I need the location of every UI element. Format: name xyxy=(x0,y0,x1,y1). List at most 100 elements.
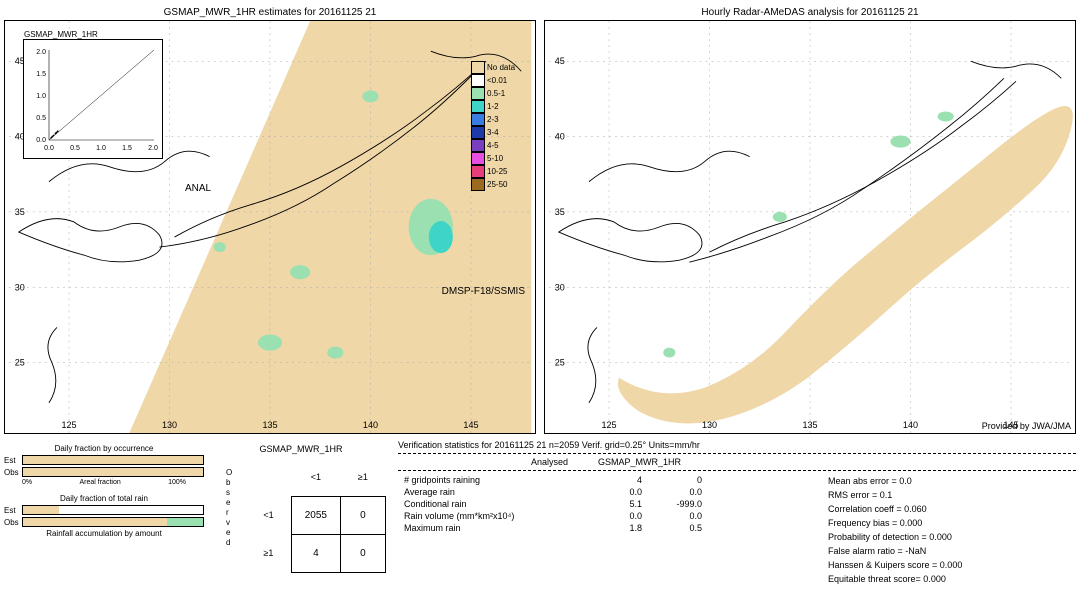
inset-title: GSMAP_MWR_1HR xyxy=(24,30,98,39)
legend-swatch xyxy=(471,100,485,113)
legend-label: 5-10 xyxy=(487,154,503,163)
stats-panel: Verification statistics for 20161125 21 … xyxy=(398,438,1076,588)
legend-label: 1-2 xyxy=(487,102,499,111)
stats-right-list: Mean abs error = 0.0RMS error = 0.1Corre… xyxy=(828,474,962,586)
legend-item: No data xyxy=(471,61,537,74)
obs-label: Obs xyxy=(4,468,22,477)
ctable-title: GSMAP_MWR_1HR xyxy=(216,444,386,454)
rain-title: Daily fraction of total rain xyxy=(4,494,204,503)
legend-swatch xyxy=(471,178,485,191)
stats-metric: Hanssen & Kuipers score = 0.000 xyxy=(828,558,962,572)
label-anal: ANAL xyxy=(185,183,211,194)
stats-subhead: Analysed GSMAP_MWR_1HR xyxy=(398,457,1076,467)
ctable-cell: 0 xyxy=(340,534,385,572)
axis-100: 100% xyxy=(168,479,186,486)
legend-swatch xyxy=(471,165,485,178)
svg-text:145: 145 xyxy=(463,420,478,430)
svg-text:0.0: 0.0 xyxy=(44,145,54,152)
stats-metric: RMS error = 0.1 xyxy=(828,488,962,502)
left-map-title: GSMAP_MWR_1HR estimates for 20161125 21 xyxy=(164,7,377,18)
stats-row: # gridpoints raining 4 0 xyxy=(398,474,708,486)
legend-item: 4-5 xyxy=(471,139,537,152)
svg-text:130: 130 xyxy=(162,420,177,430)
legend-swatch xyxy=(471,126,485,139)
ctable-cell: 0 xyxy=(340,496,385,534)
contingency-panel: GSMAP_MWR_1HR Observed <1≥1<120550≥140 xyxy=(216,438,386,588)
svg-text:2.0: 2.0 xyxy=(148,145,158,152)
svg-text:0.0: 0.0 xyxy=(36,137,46,144)
stats-metric: Equitable threat score= 0.000 xyxy=(828,572,962,586)
svg-text:35: 35 xyxy=(15,207,25,217)
obs-label2: Obs xyxy=(4,518,22,527)
svg-text:35: 35 xyxy=(555,207,565,217)
inset-svg: 2.01.51.00.50.0 0.00.51.01.52.0 xyxy=(24,40,164,160)
left-map-panel: GSMAP_MWR_1HR estimates for 20161125 21 xyxy=(4,20,536,434)
legend-swatch xyxy=(471,139,485,152)
legend-label: 0.5-1 xyxy=(487,89,505,98)
legend-item: 3-4 xyxy=(471,126,537,139)
axis-0: 0% xyxy=(22,479,32,486)
col-model: GSMAP_MWR_1HR xyxy=(598,457,681,467)
top-maps-row: GSMAP_MWR_1HR estimates for 20161125 21 xyxy=(4,4,1076,434)
legend-label: 3-4 xyxy=(487,128,499,137)
svg-text:1.0: 1.0 xyxy=(36,93,46,100)
svg-text:25: 25 xyxy=(15,358,25,368)
color-legend: No data <0.01 0.5-1 1-2 2-3 3-4 4-5 5-10… xyxy=(471,61,537,191)
svg-text:2.0: 2.0 xyxy=(36,49,46,56)
legend-item: 5-10 xyxy=(471,152,537,165)
svg-text:25: 25 xyxy=(555,358,565,368)
stats-metric: Frequency bias = 0.000 xyxy=(828,516,962,530)
stats-metric: Probability of detection = 0.000 xyxy=(828,530,962,544)
occ-title: Daily fraction by occurrence xyxy=(4,444,204,453)
legend-item: <0.01 xyxy=(471,74,537,87)
stats-metric: Correlation coeff = 0.060 xyxy=(828,502,962,516)
stats-row: Conditional rain 5.1 -999.0 xyxy=(398,498,708,510)
svg-text:125: 125 xyxy=(61,420,76,430)
col-analysed: Analysed xyxy=(398,457,598,467)
label-satellite: DMSP-F18/SSMIS xyxy=(442,286,525,297)
stats-row: Average rain 0.0 0.0 xyxy=(398,486,708,498)
right-map-svg: 125130135140145454035302520 xyxy=(545,21,1075,433)
legend-label: 25-50 xyxy=(487,180,507,189)
stats-row: Rain volume (mm*km²x10⁴) 0.0 0.0 xyxy=(398,510,708,522)
legend-label: 4-5 xyxy=(487,141,499,150)
legend-label: 10-25 xyxy=(487,167,507,176)
legend-item: 25-50 xyxy=(471,178,537,191)
stats-left-table: # gridpoints raining 4 0 Average rain 0.… xyxy=(398,474,828,586)
est-label2: Est xyxy=(4,506,22,515)
svg-text:30: 30 xyxy=(555,282,565,292)
legend-swatch xyxy=(471,74,485,87)
legend-swatch xyxy=(471,61,485,74)
ctable-cell: 4 xyxy=(291,534,340,572)
observed-side-label: Observed xyxy=(226,468,234,548)
svg-text:140: 140 xyxy=(903,420,918,430)
svg-text:135: 135 xyxy=(262,420,277,430)
inset-scatter: GSMAP_MWR_1HR 2.01.51.00.50.0 0.00.51.01… xyxy=(23,39,163,159)
svg-text:140: 140 xyxy=(363,420,378,430)
svg-text:125: 125 xyxy=(601,420,616,430)
rain-footer: Rainfall accumulation by amount xyxy=(4,529,204,538)
legend-item: 1-2 xyxy=(471,100,537,113)
legend-swatch xyxy=(471,87,485,100)
svg-text:1.0: 1.0 xyxy=(96,145,106,152)
stats-row: Maximum rain 1.8 0.5 xyxy=(398,522,708,534)
rain-obs-bar xyxy=(22,517,204,527)
right-map-panel: Hourly Radar-AMeDAS analysis for 2016112… xyxy=(544,20,1076,434)
svg-text:30: 30 xyxy=(15,282,25,292)
legend-item: 0.5-1 xyxy=(471,87,537,100)
occ-obs-bar xyxy=(22,467,204,477)
svg-text:1.5: 1.5 xyxy=(36,71,46,78)
right-map-title: Hourly Radar-AMeDAS analysis for 2016112… xyxy=(701,7,918,18)
legend-label: <0.01 xyxy=(487,76,507,85)
svg-text:130: 130 xyxy=(702,420,717,430)
stats-metric: False alarm ratio = -NaN xyxy=(828,544,962,558)
radar-coverage xyxy=(618,106,1073,423)
svg-text:135: 135 xyxy=(802,420,817,430)
legend-label: No data xyxy=(487,63,515,72)
legend-swatch xyxy=(471,152,485,165)
rain-est-bar xyxy=(22,505,204,515)
stats-header: Verification statistics for 20161125 21 … xyxy=(398,440,1076,450)
axis-mid: Areal fraction xyxy=(79,479,120,486)
occ-est-bar xyxy=(22,455,204,465)
legend-item: 10-25 xyxy=(471,165,537,178)
